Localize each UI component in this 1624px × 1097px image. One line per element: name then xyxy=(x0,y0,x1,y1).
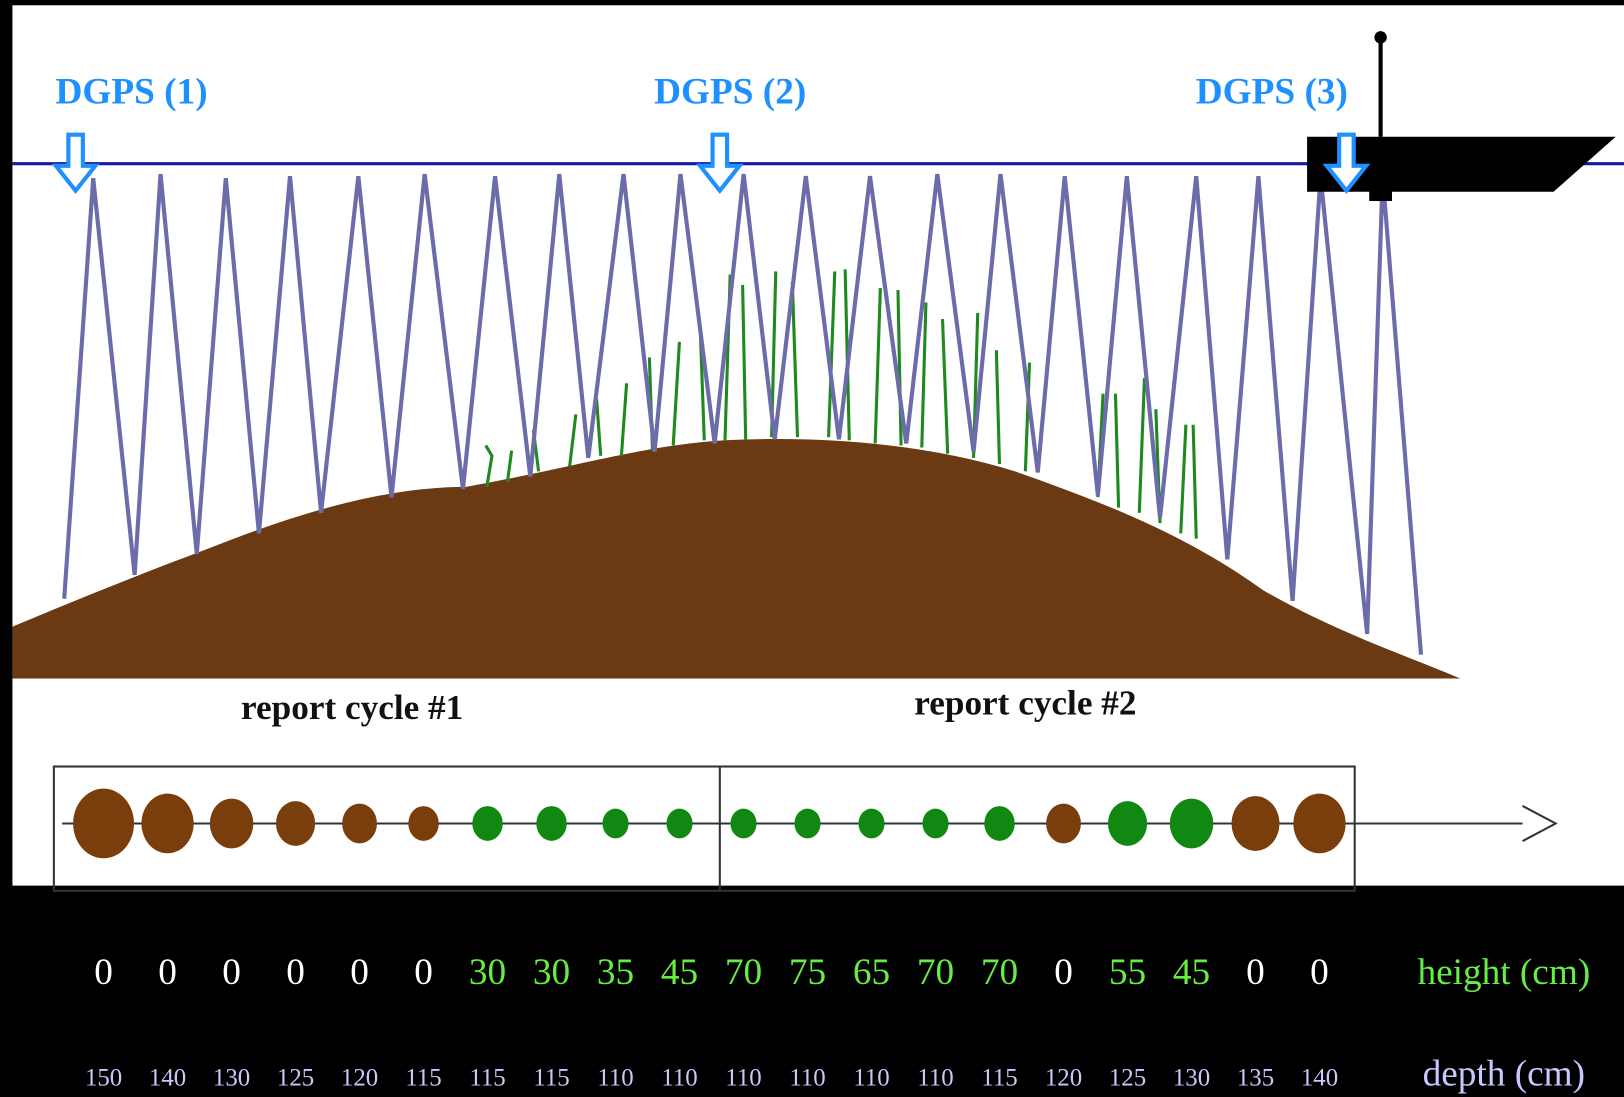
depth-value: 110 xyxy=(853,1065,889,1092)
height-value: 75 xyxy=(789,952,826,993)
sample-circle xyxy=(276,801,315,846)
dgps-label: DGPS (3) xyxy=(1196,72,1348,113)
sample-circle xyxy=(984,806,1014,841)
height-value: 45 xyxy=(661,952,698,993)
height-value: 35 xyxy=(597,952,634,993)
sample-circle xyxy=(1293,794,1345,854)
height-value: 30 xyxy=(533,952,570,993)
sample-circle xyxy=(141,794,193,854)
report-cycle-label: report cycle #1 xyxy=(241,688,463,727)
page: DGPS (1) DGPS (2) DGPS (3) report cycle … xyxy=(0,0,1624,1097)
sample-circle xyxy=(1108,801,1147,846)
height-value: 0 xyxy=(1310,952,1329,993)
height-value: 0 xyxy=(350,952,369,993)
height-value: 0 xyxy=(1246,952,1265,993)
depth-value: 135 xyxy=(1237,1065,1274,1092)
depth-axis-label: depth (cm) xyxy=(1423,1054,1585,1095)
depth-value: 120 xyxy=(341,1065,378,1092)
report-cycle-label: report cycle #2 xyxy=(914,684,1136,723)
height-value: 45 xyxy=(1173,952,1210,993)
dgps-label: DGPS (1) xyxy=(55,72,207,113)
height-axis-label: height (cm) xyxy=(1417,952,1590,993)
sample-circle xyxy=(1170,799,1214,849)
sample-circle xyxy=(73,789,134,859)
depth-value: 125 xyxy=(1109,1065,1146,1092)
depth-value: 115 xyxy=(405,1065,441,1092)
height-value: 0 xyxy=(94,952,113,993)
depth-value: 150 xyxy=(85,1065,122,1092)
sample-circle xyxy=(408,806,438,841)
sample-circle xyxy=(1046,804,1081,844)
height-value: 70 xyxy=(981,952,1018,993)
depth-value: 110 xyxy=(597,1065,633,1092)
height-value: 70 xyxy=(725,952,762,993)
sample-circle xyxy=(210,799,254,849)
height-value: 65 xyxy=(853,952,890,993)
sample-circle xyxy=(794,809,820,839)
sample-circle xyxy=(922,809,948,839)
height-value: 0 xyxy=(158,952,177,993)
depth-value: 140 xyxy=(1301,1065,1338,1092)
height-value: 0 xyxy=(222,952,241,993)
sample-circle xyxy=(1232,796,1280,851)
height-value: 70 xyxy=(917,952,954,993)
sample-circle xyxy=(536,806,566,841)
dgps-label: DGPS (2) xyxy=(654,72,806,113)
sample-circle xyxy=(730,809,756,839)
sample-circle xyxy=(858,809,884,839)
depth-value: 110 xyxy=(917,1065,953,1092)
height-value: 55 xyxy=(1109,952,1146,993)
height-value: 0 xyxy=(1054,952,1073,993)
depth-value: 130 xyxy=(1173,1065,1210,1092)
depth-value: 110 xyxy=(725,1065,761,1092)
depth-value: 115 xyxy=(469,1065,505,1092)
depth-value: 140 xyxy=(149,1065,186,1092)
depth-value: 115 xyxy=(533,1065,569,1092)
sample-circle xyxy=(602,809,628,839)
diagram: DGPS (1) DGPS (2) DGPS (3) report cycle … xyxy=(0,0,1624,1097)
height-value: 0 xyxy=(414,952,433,993)
sample-circle xyxy=(666,809,692,839)
sample-circle xyxy=(342,804,377,844)
sample-circle xyxy=(472,806,502,841)
depth-value: 110 xyxy=(661,1065,697,1092)
depth-value: 125 xyxy=(277,1065,314,1092)
depth-value: 115 xyxy=(981,1065,1017,1092)
depth-value: 110 xyxy=(789,1065,825,1092)
height-value: 30 xyxy=(469,952,506,993)
height-value: 0 xyxy=(286,952,305,993)
depth-value: 120 xyxy=(1045,1065,1082,1092)
depth-value: 130 xyxy=(213,1065,250,1092)
